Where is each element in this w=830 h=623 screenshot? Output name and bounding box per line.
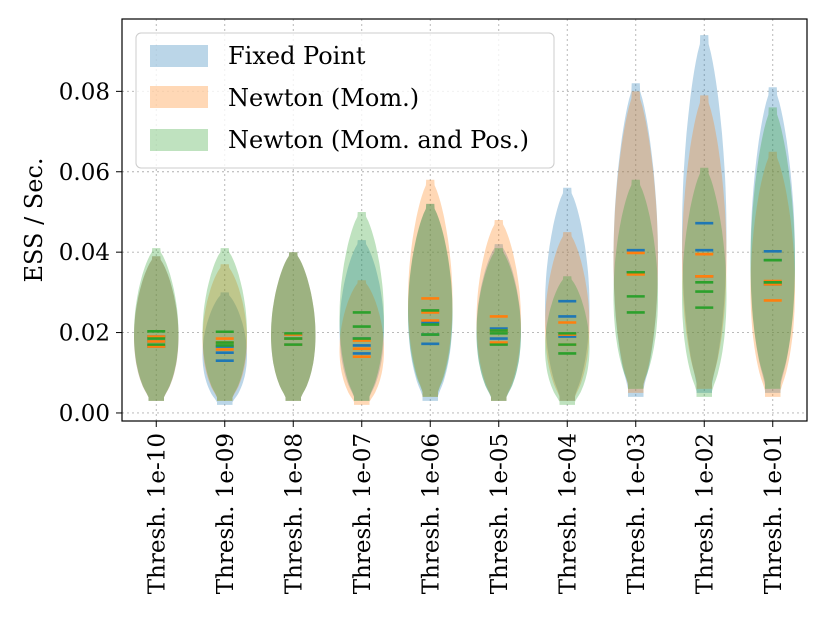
- violin-1-2: [271, 252, 316, 401]
- x-tick-label: Thresh. 1e-10: [144, 433, 170, 594]
- x-tick-label: Thresh. 1e-02: [692, 433, 718, 594]
- violin-1-7: [613, 91, 658, 393]
- violin-2-4: [408, 203, 453, 397]
- violin-1-0: [134, 256, 179, 401]
- violin-1-4: [408, 179, 453, 397]
- violin-bodies: [134, 35, 795, 405]
- quartile-markers: [147, 221, 782, 363]
- legend-frame: [135, 32, 555, 169]
- x-tick-label: Thresh. 1e-03: [624, 433, 650, 594]
- violin-0-3: [339, 240, 384, 401]
- violin-2-5: [476, 248, 521, 401]
- legend-swatch-fixed-point: [150, 45, 208, 67]
- violin-1-9: [750, 151, 795, 397]
- violin-0-0: [134, 256, 179, 401]
- violin-0-8: [682, 35, 727, 393]
- violin-0-7: [613, 83, 658, 397]
- violin-2-1: [202, 248, 247, 401]
- y-tick-label: 0.08: [59, 79, 110, 105]
- violin-2-7: [613, 179, 658, 389]
- violin-0-9: [750, 87, 795, 393]
- legend-swatch-newton-mom-pos: [150, 129, 208, 151]
- violin-2-3: [339, 212, 384, 401]
- x-tick-label: Thresh. 1e-07: [350, 433, 376, 594]
- legend: Fixed Point Newton (Mom.) Newton (Mom. a…: [135, 32, 555, 169]
- x-tick-label: Thresh. 1e-04: [555, 433, 581, 594]
- y-tick-label: 0.00: [59, 401, 110, 427]
- y-axis-label: ESS / Sec.: [20, 157, 48, 282]
- y-axis-ticks: 0.00 0.02 0.04 0.06 0.08: [59, 79, 122, 427]
- y-tick-label: 0.02: [59, 321, 110, 347]
- violin-0-5: [476, 244, 521, 401]
- x-axis-ticks: Thresh. 1e-10 Thresh. 1e-09 Thresh. 1e-08 T…: [144, 421, 787, 594]
- legend-label-newton-mom: Newton (Mom.): [228, 84, 419, 112]
- violin-0-6: [545, 187, 590, 401]
- x-tick-label: Thresh. 1e-01: [761, 433, 787, 594]
- x-tick-label: Thresh. 1e-08: [281, 433, 307, 594]
- violin-0-2: [271, 252, 316, 401]
- legend-label-newton-mom-pos: Newton (Mom. and Pos.): [228, 126, 529, 154]
- legend-label-fixed-point: Fixed Point: [228, 42, 366, 70]
- violin-2-9: [750, 107, 795, 389]
- legend-swatch-newton-mom: [150, 86, 208, 108]
- y-tick-label: 0.06: [59, 160, 110, 186]
- violin-2-6: [545, 276, 590, 405]
- violin-2-2: [271, 252, 316, 401]
- x-tick-label: Thresh. 1e-06: [418, 433, 444, 594]
- violin-2-0: [134, 248, 179, 401]
- violin-0-4: [408, 203, 453, 401]
- violin-1-5: [476, 220, 521, 401]
- violin-1-3: [339, 280, 384, 405]
- violin-1-8: [682, 95, 727, 389]
- x-tick-label: Thresh. 1e-09: [213, 433, 239, 594]
- plot-frame: [121, 18, 808, 422]
- x-tick-label: Thresh. 1e-05: [487, 433, 513, 594]
- y-tick-label: 0.04: [59, 240, 110, 266]
